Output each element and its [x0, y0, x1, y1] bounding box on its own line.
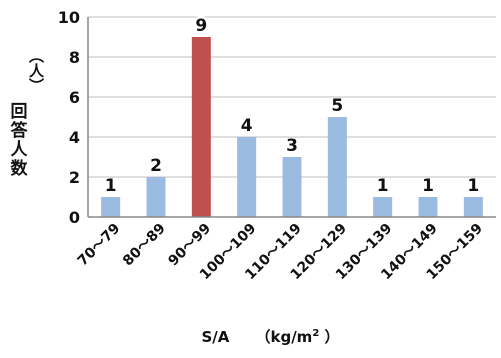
y-tick-label: 8 [69, 48, 80, 67]
y-axis-unit: （人） [27, 48, 45, 93]
bar-value-label: 5 [331, 96, 343, 116]
bar-value-labels: 1 2 9 4 3 5 1 1 1 [105, 14, 480, 197]
y-axis-title: 回答人数 [6, 102, 27, 178]
bar-value-label: 4 [241, 116, 253, 136]
x-axis-title-main: S/A [201, 328, 230, 346]
x-tick-label: 70～79 [75, 221, 124, 270]
bar [327, 117, 347, 217]
bar [191, 37, 211, 217]
bar [237, 137, 257, 217]
bar [418, 197, 438, 217]
bar [101, 197, 121, 217]
grid-lines [88, 16, 496, 178]
y-axis-title-box: 回答人数 [4, 40, 30, 240]
bar-value-label: 1 [105, 176, 117, 196]
bar-value-label: 1 [377, 176, 389, 196]
bar [463, 197, 483, 217]
bar [282, 157, 302, 217]
bar-value-label: 9 [195, 16, 207, 36]
x-axis-unit-close: ） [324, 328, 340, 346]
bar [373, 197, 393, 217]
x-axis-unit-sup: 2 [312, 328, 320, 339]
bar-value-label: 1 [467, 176, 479, 196]
y-tick-label: 6 [69, 88, 80, 107]
x-tick-labels: 70～7980～8990～99100～109110～119120～129130～… [75, 221, 486, 284]
bar-value-label: 1 [422, 176, 434, 196]
y-tick-label: 10 [58, 8, 80, 27]
bars [101, 37, 483, 217]
y-tick-labels: 0 2 4 6 8 10 [58, 8, 80, 227]
y-tick-label: 0 [69, 208, 80, 227]
x-axis-unit-open: （kg/m [255, 328, 313, 346]
bar-value-label: 3 [286, 136, 298, 156]
bar-value-label: 2 [150, 156, 162, 176]
y-tick-label: 2 [69, 168, 80, 187]
x-tick-label: 80～89 [120, 221, 169, 270]
x-axis-title: S/A （kg/m2 ） [0, 326, 501, 347]
bar [146, 177, 166, 217]
y-tick-label: 4 [69, 128, 80, 147]
